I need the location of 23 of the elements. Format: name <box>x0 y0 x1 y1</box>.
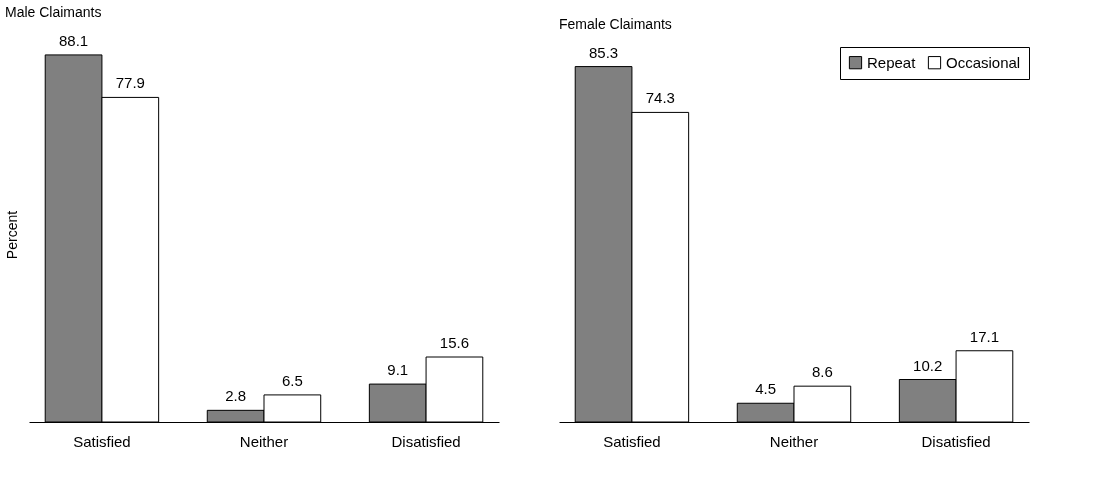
y-axis-title: Percent <box>3 210 20 260</box>
data-label: 88.1 <box>58 31 89 49</box>
x-tick-label: Neither <box>769 432 819 450</box>
x-tick-label: Satisfied <box>73 432 131 450</box>
data-label: 2.8 <box>225 387 247 405</box>
x-tick-label: Disatisfied <box>391 432 461 450</box>
data-label: 10.2 <box>913 356 943 374</box>
x-tick-label: Disatisfied <box>921 432 991 450</box>
x-tick-label: Neither <box>239 432 289 450</box>
data-label: 85.3 <box>588 43 619 61</box>
x-tick-label: Satisfied <box>603 432 661 450</box>
data-label: 17.1 <box>969 327 1000 345</box>
legend-label: Repeat <box>867 53 917 71</box>
legend-label: Occasional <box>946 53 1021 71</box>
data-label: 77.9 <box>115 74 145 92</box>
data-label: 15.6 <box>439 334 470 351</box>
chart-title: Male Claimants <box>5 3 102 20</box>
data-label: 6.5 <box>281 371 303 389</box>
data-label: 8.6 <box>811 363 833 381</box>
data-label: 74.3 <box>645 89 675 107</box>
data-label: 4.5 <box>755 380 777 398</box>
chart-title: Female Claimants <box>559 15 672 32</box>
data-label: 9.1 <box>387 361 409 379</box>
